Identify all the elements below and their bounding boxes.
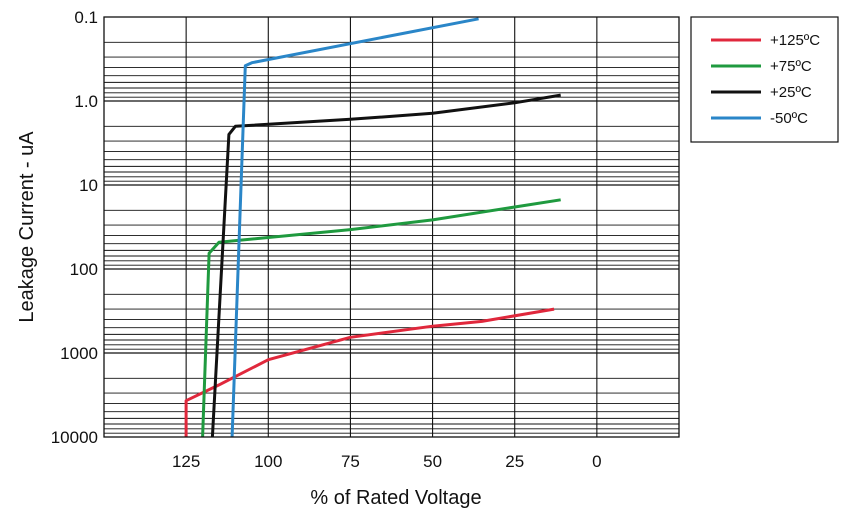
x-tick-labels: 125 100 75 50 25 0 — [172, 452, 602, 471]
series-line — [184, 307, 555, 437]
y-tick-label: 1.0 — [74, 92, 98, 111]
x-tick-label: 25 — [505, 452, 524, 471]
y-tick-label: 0.1 — [74, 8, 98, 27]
x-axis-title: % of Rated Voltage — [310, 487, 481, 509]
y-tick-label: 1000 — [60, 344, 98, 363]
legend-label: -50ºC — [770, 110, 808, 127]
y-tick-label: 10000 — [51, 428, 98, 447]
series-lines — [184, 17, 561, 438]
series-line — [201, 198, 561, 438]
x-tick-label: 100 — [254, 452, 282, 471]
x-tick-label: 75 — [341, 452, 360, 471]
series-line — [210, 93, 561, 438]
legend-label: +125ºC — [770, 32, 820, 49]
legend-label: +25ºC — [770, 84, 812, 101]
y-tick-labels: 0.1 1.0 10 100 1000 10000 — [51, 8, 98, 447]
y-axis-title: Leakage Current - uA — [16, 131, 38, 323]
legend-label: +75ºC — [770, 58, 812, 75]
x-tick-label: 0 — [592, 452, 601, 471]
y-tick-label: 10 — [79, 176, 98, 195]
x-tick-label: 50 — [423, 452, 442, 471]
legend: +125ºC +75ºC +25ºC -50ºC — [690, 16, 839, 143]
chart-grid — [104, 17, 679, 437]
x-tick-label: 125 — [172, 452, 200, 471]
series-line — [230, 17, 479, 438]
legend-frame — [690, 16, 839, 143]
y-tick-label: 100 — [70, 260, 98, 279]
plot-frame — [103, 16, 680, 438]
